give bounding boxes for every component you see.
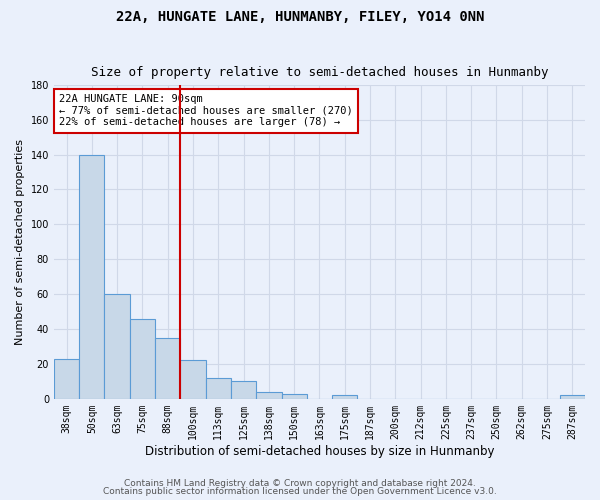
Bar	[181, 360, 206, 399]
Bar	[79, 154, 104, 399]
Bar	[155, 338, 181, 399]
Text: 22A, HUNGATE LANE, HUNMANBY, FILEY, YO14 0NN: 22A, HUNGATE LANE, HUNMANBY, FILEY, YO14…	[116, 10, 484, 24]
Bar	[332, 396, 358, 399]
Bar	[206, 378, 231, 399]
X-axis label: Distribution of semi-detached houses by size in Hunmanby: Distribution of semi-detached houses by …	[145, 444, 494, 458]
Y-axis label: Number of semi-detached properties: Number of semi-detached properties	[15, 139, 25, 345]
Bar	[560, 396, 585, 399]
Text: 22A HUNGATE LANE: 90sqm
← 77% of semi-detached houses are smaller (270)
22% of s: 22A HUNGATE LANE: 90sqm ← 77% of semi-de…	[59, 94, 353, 128]
Bar	[130, 318, 155, 399]
Bar	[231, 382, 256, 399]
Text: Contains public sector information licensed under the Open Government Licence v3: Contains public sector information licen…	[103, 487, 497, 496]
Text: Contains HM Land Registry data © Crown copyright and database right 2024.: Contains HM Land Registry data © Crown c…	[124, 478, 476, 488]
Bar	[104, 294, 130, 399]
Title: Size of property relative to semi-detached houses in Hunmanby: Size of property relative to semi-detach…	[91, 66, 548, 80]
Bar	[54, 358, 79, 399]
Bar	[256, 392, 281, 399]
Bar	[281, 394, 307, 399]
